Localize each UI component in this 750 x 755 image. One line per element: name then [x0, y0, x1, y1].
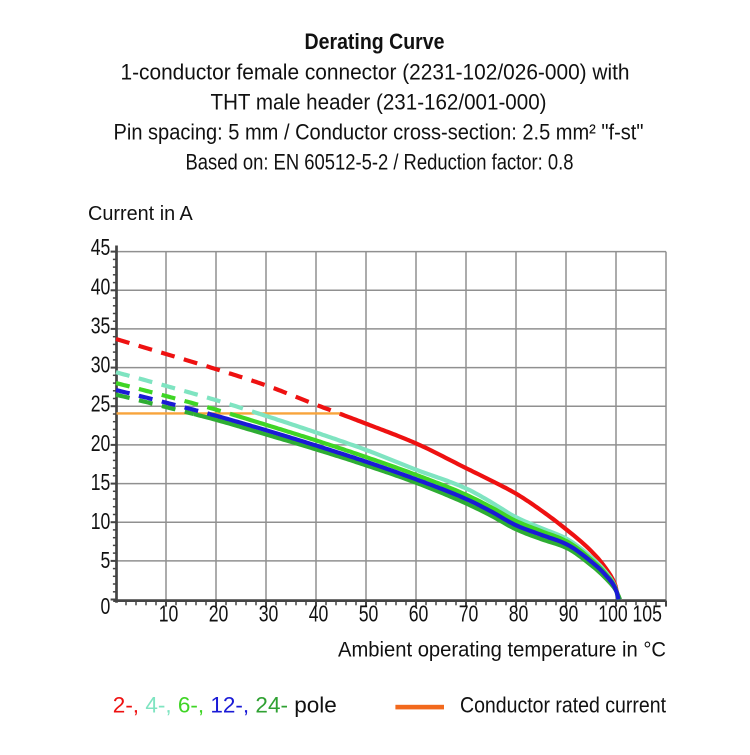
svg-text:15: 15	[91, 469, 111, 495]
svg-text:50: 50	[359, 601, 379, 627]
svg-text:Derating Curve: Derating Curve	[305, 29, 445, 54]
svg-text:0: 0	[101, 593, 111, 619]
svg-text:5: 5	[101, 547, 111, 573]
svg-text:35: 35	[91, 313, 111, 339]
svg-text:90: 90	[559, 601, 579, 627]
svg-text:105: 105	[633, 601, 662, 627]
svg-text:10: 10	[159, 601, 179, 627]
svg-text:10: 10	[91, 508, 111, 534]
svg-text:30: 30	[259, 601, 279, 627]
svg-text:20: 20	[209, 601, 229, 627]
svg-text:Based on: EN 60512-5-2 / Reduc: Based on: EN 60512-5-2 / Reduction facto…	[186, 150, 574, 175]
svg-text:THT male header (231-162/001-0: THT male header (231-162/001-000)	[211, 89, 547, 114]
svg-text:40: 40	[91, 273, 111, 299]
svg-text:80: 80	[509, 601, 529, 627]
svg-text:70: 70	[459, 601, 479, 627]
svg-text:2-, 4-, 6-, 12-, 24- pole: 2-, 4-, 6-, 12-, 24- pole	[113, 693, 337, 718]
svg-text:Current in A: Current in A	[88, 202, 193, 225]
svg-text:40: 40	[309, 601, 329, 627]
svg-text:45: 45	[91, 234, 111, 260]
svg-text:Pin spacing: 5 mm / Conductor: Pin spacing: 5 mm / Conductor cross-sect…	[114, 120, 644, 145]
svg-text:Conductor rated current: Conductor rated current	[460, 693, 666, 718]
svg-text:20: 20	[91, 430, 111, 456]
svg-text:30: 30	[91, 352, 111, 378]
svg-text:25: 25	[91, 391, 111, 417]
svg-text:1-conductor female connector (: 1-conductor female connector (2231-102/0…	[121, 59, 630, 84]
svg-text:100: 100	[598, 601, 627, 627]
svg-text:60: 60	[409, 601, 429, 627]
svg-text:Ambient operating temperature: Ambient operating temperature in °C	[338, 637, 666, 661]
